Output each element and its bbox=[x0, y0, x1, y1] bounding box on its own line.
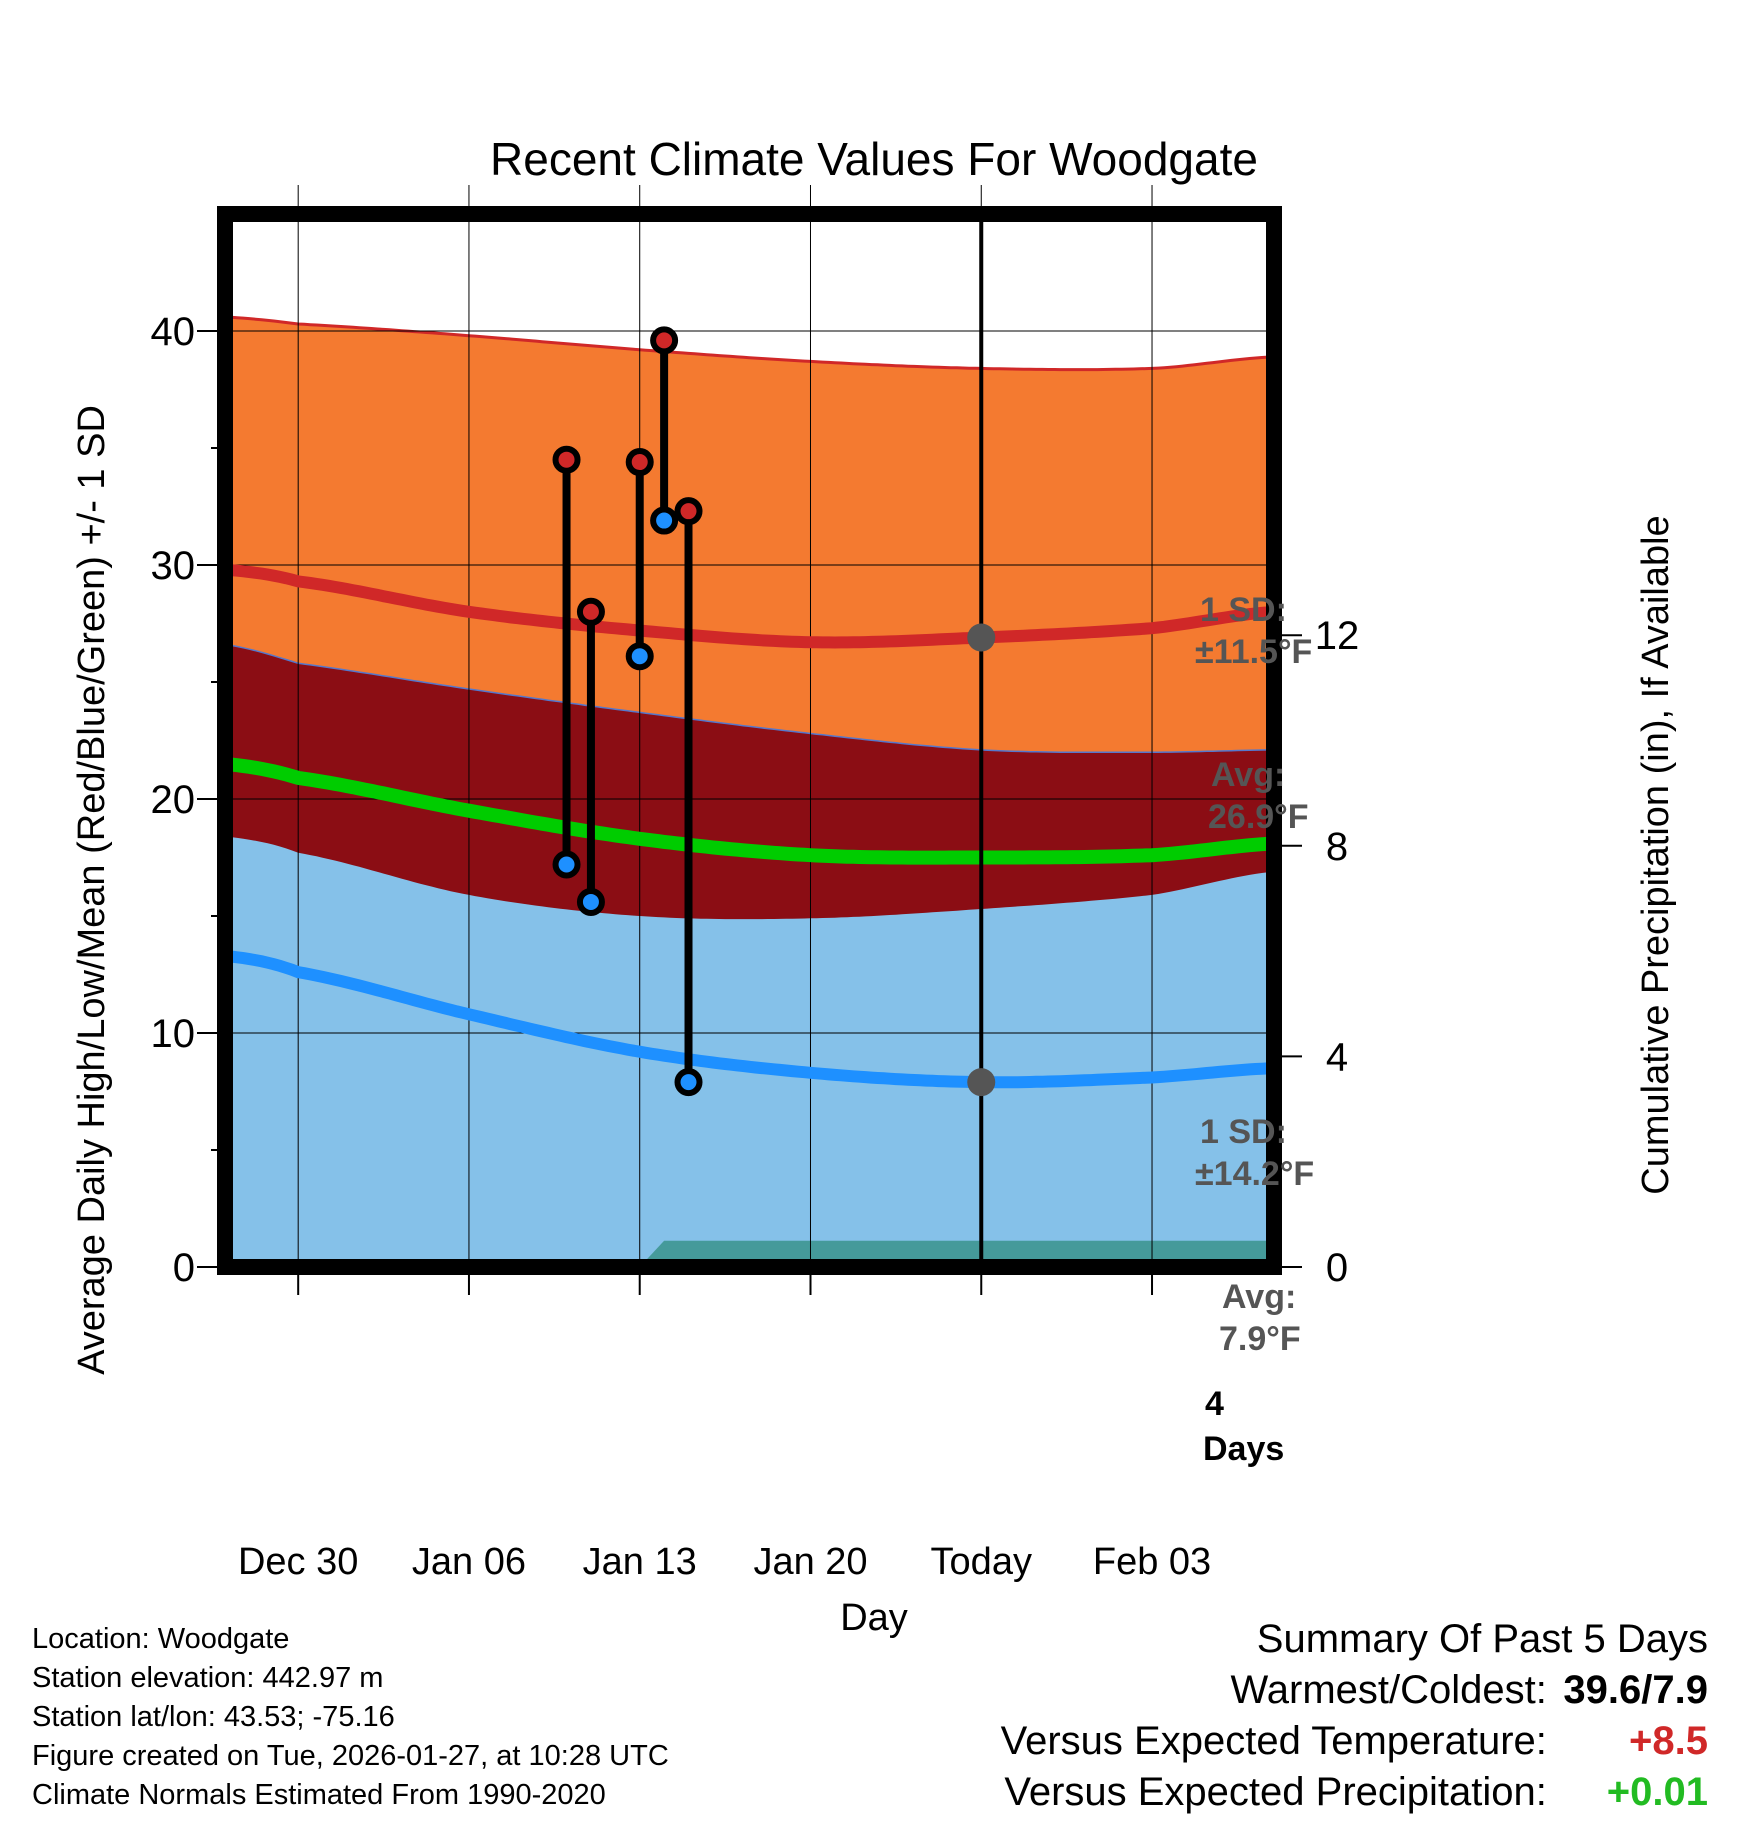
precip-vs-expected-value: +0.01 bbox=[1606, 1770, 1708, 1814]
plot-frame bbox=[217, 206, 1282, 1275]
y2-axis-label: Cumulative Precipitation (in), If Availa… bbox=[1635, 515, 1677, 1194]
observations bbox=[552, 326, 703, 1097]
y-tick-label: 30 bbox=[151, 544, 196, 588]
high-sd-value: ±11.5°F bbox=[1195, 633, 1312, 671]
station-info: Location: Woodgate Station elevation: 44… bbox=[32, 1620, 669, 1815]
y2-tick-label: 0 bbox=[1326, 1246, 1348, 1290]
observation-low-2 bbox=[576, 887, 605, 916]
observation-high-3 bbox=[625, 448, 654, 477]
summary-panel: Summary Of Past 5 Days Warmest/Coldest: … bbox=[1001, 1614, 1708, 1818]
latlon-text: Station lat/lon: 43.53; -75.16 bbox=[32, 1701, 395, 1733]
today-high-avg-marker bbox=[967, 623, 996, 652]
observation-low-5 bbox=[674, 1068, 703, 1097]
days-count: 4 bbox=[1205, 1385, 1224, 1423]
mean-normal-line bbox=[224, 756, 1275, 865]
location-text: Location: Woodgate bbox=[32, 1623, 290, 1655]
axis-ticks: 0 10 20 30 40 0 4 8 12 Dec 30 Jan 06 Jan 13 Jan 20 To… bbox=[151, 310, 1360, 1583]
y-tick-label: 10 bbox=[151, 1012, 196, 1056]
elevation-text: Station elevation: 442.97 m bbox=[32, 1662, 384, 1694]
low-avg-label: Avg: bbox=[1222, 1278, 1296, 1316]
observation-low-3 bbox=[625, 642, 654, 671]
warmest-coldest-value: 39.6/7.9 bbox=[1563, 1668, 1708, 1712]
observation-low-1 bbox=[552, 850, 581, 879]
warmest-coldest-label: Warmest/Coldest: bbox=[1230, 1668, 1547, 1712]
observation-low-4 bbox=[650, 506, 679, 535]
y-tick-label: 20 bbox=[151, 778, 196, 822]
y2-tick-label: 4 bbox=[1326, 1035, 1348, 1079]
low-sd-value: ±14.2°F bbox=[1195, 1155, 1314, 1193]
y-tick-label: 40 bbox=[151, 310, 196, 354]
low-sd-label: 1 SD: bbox=[1200, 1113, 1287, 1151]
temp-vs-expected-value: +8.5 bbox=[1629, 1719, 1708, 1763]
y-tick-label: 0 bbox=[173, 1246, 195, 1290]
y-axis-label: Average Daily High/Low/Mean (Red/Blue/Gr… bbox=[71, 405, 113, 1375]
low-normal-line bbox=[224, 949, 1275, 1089]
x-tick-label: Today bbox=[931, 1541, 1032, 1583]
low-sd-band bbox=[225, 836, 1274, 1267]
x-tick-label: Jan 06 bbox=[412, 1541, 526, 1583]
high-avg-label: Avg: bbox=[1211, 756, 1285, 794]
low-avg-value: 7.9°F bbox=[1219, 1320, 1301, 1358]
observation-high-4 bbox=[650, 326, 679, 355]
annotations: 1 SD: ±11.5°F Avg: 26.9°F 1 SD: ±14.2°F … bbox=[1195, 591, 1314, 1468]
x-tick-label: Dec 30 bbox=[238, 1541, 358, 1583]
chart-title: Recent Climate Values For Woodgate bbox=[490, 133, 1258, 185]
high-sd-label: 1 SD: bbox=[1200, 591, 1287, 629]
plot-border bbox=[217, 206, 1282, 1275]
observation-high-1 bbox=[552, 445, 581, 474]
x-axis-label: Day bbox=[840, 1597, 908, 1639]
high-avg-value: 26.9°F bbox=[1208, 798, 1309, 836]
climate-bands bbox=[224, 315, 1275, 1267]
x-tick-label: Jan 13 bbox=[583, 1541, 697, 1583]
precip-vs-expected-label: Versus Expected Precipitation: bbox=[1004, 1770, 1547, 1814]
normal-lines bbox=[224, 214, 1275, 1267]
today-low-avg-marker bbox=[967, 1068, 996, 1097]
days-word: Days bbox=[1203, 1430, 1284, 1468]
x-tick-label: Feb 03 bbox=[1093, 1541, 1211, 1583]
high-normal-line bbox=[224, 563, 1275, 649]
observation-high-2 bbox=[576, 597, 605, 626]
summary-title: Summary Of Past 5 Days bbox=[1256, 1617, 1708, 1661]
created-text: Figure created on Tue, 2026-01-27, at 10… bbox=[32, 1740, 669, 1772]
normals-text: Climate Normals Estimated From 1990-2020 bbox=[32, 1779, 606, 1811]
y2-tick-label: 8 bbox=[1326, 825, 1348, 869]
y2-tick-label: 12 bbox=[1315, 614, 1360, 658]
high-lower-edge bbox=[224, 643, 1274, 754]
x-tick-label: Jan 20 bbox=[753, 1541, 867, 1583]
temp-vs-expected-label: Versus Expected Temperature: bbox=[1000, 1719, 1547, 1763]
observation-high-5 bbox=[674, 497, 703, 526]
